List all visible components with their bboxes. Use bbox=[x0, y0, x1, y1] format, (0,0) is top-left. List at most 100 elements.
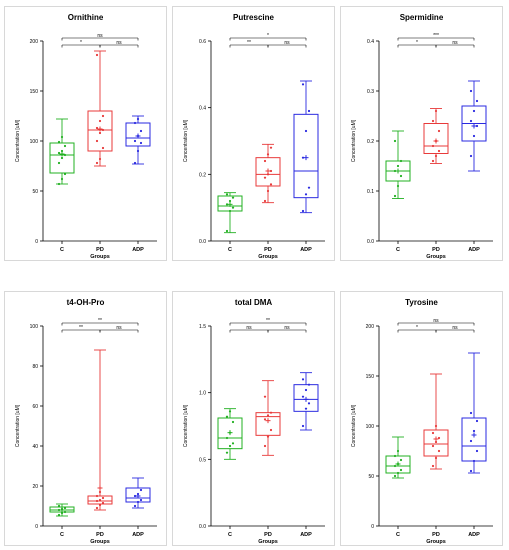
chart-svg: 0 50 100 150 200 Concentration [uM] C PD ADP Grou… bbox=[351, 318, 493, 545]
data-point bbox=[269, 428, 273, 432]
data-point bbox=[139, 129, 143, 133]
y-tick-label: 100 bbox=[30, 139, 39, 145]
box-group-adp bbox=[125, 115, 151, 165]
significance-label: ns bbox=[452, 40, 458, 46]
data-point bbox=[101, 496, 105, 500]
significance-bracket: ns bbox=[267, 325, 307, 333]
box bbox=[255, 157, 281, 187]
data-point bbox=[269, 411, 273, 414]
data-point bbox=[225, 229, 229, 233]
significance-label: ** bbox=[247, 40, 251, 46]
data-point bbox=[231, 206, 235, 209]
y-tick-label: 200 bbox=[30, 39, 39, 45]
data-point bbox=[228, 209, 232, 213]
significance-label: ** bbox=[98, 318, 102, 324]
data-point bbox=[263, 418, 267, 421]
x-tick-label: C bbox=[228, 247, 232, 253]
data-point bbox=[101, 128, 105, 132]
chart-title: Tyrosine bbox=[405, 298, 438, 307]
data-point bbox=[57, 504, 61, 508]
box-group-pd bbox=[255, 380, 281, 456]
data-point bbox=[393, 464, 397, 468]
data-point bbox=[57, 161, 61, 165]
data-point bbox=[98, 490, 102, 494]
data-point bbox=[269, 183, 273, 186]
x-tick-label: C bbox=[228, 532, 232, 538]
significance-label: ns bbox=[284, 325, 290, 331]
box bbox=[125, 122, 151, 147]
y-tick-label: 0.0 bbox=[199, 524, 206, 530]
box bbox=[423, 429, 449, 457]
data-point bbox=[434, 154, 438, 158]
data-point bbox=[263, 395, 267, 398]
data-point bbox=[475, 124, 479, 128]
data-point bbox=[475, 99, 479, 103]
data-point bbox=[437, 149, 441, 153]
y-tick-label: 150 bbox=[30, 89, 39, 95]
x-axis-label: Groups bbox=[426, 254, 446, 260]
box-group-adp bbox=[293, 80, 319, 214]
data-point bbox=[431, 431, 435, 435]
data-point bbox=[266, 414, 270, 417]
box-group-c bbox=[385, 130, 411, 199]
data-point bbox=[266, 435, 270, 438]
y-tick-label: 0.5 bbox=[199, 457, 206, 463]
data-point bbox=[396, 164, 400, 168]
significance-label: ns bbox=[284, 40, 290, 46]
y-tick-label: 80 bbox=[32, 364, 38, 370]
significance-bracket: * bbox=[397, 325, 437, 333]
data-point bbox=[431, 464, 435, 468]
x-axis-label: Groups bbox=[426, 539, 446, 545]
significance-bracket: ns bbox=[435, 40, 475, 48]
chart-svg: 0 50 100 150 200 Concentration [uM] C PD ADP Grou… bbox=[15, 33, 157, 260]
data-point bbox=[399, 174, 403, 178]
significance-bracket: ** bbox=[229, 40, 269, 48]
data-point bbox=[60, 135, 64, 139]
data-point bbox=[301, 395, 305, 398]
putrescine-panel: 0.0 0.2 0.4 0.6 Concentration [uM] C PD ADP Grou… bbox=[172, 6, 335, 261]
significance-label: * bbox=[80, 40, 82, 46]
data-point bbox=[57, 182, 61, 186]
significance-label: ns bbox=[116, 40, 122, 46]
chart-svg: 0.0 0.2 0.4 0.6 Concentration [uM] C PD ADP Grou… bbox=[183, 33, 325, 260]
data-point bbox=[434, 424, 438, 428]
chart-title: total DMA bbox=[234, 298, 273, 307]
data-point bbox=[101, 501, 105, 505]
data-point bbox=[95, 494, 99, 498]
y-axis-label: Concentration [uM] bbox=[183, 404, 189, 447]
box bbox=[49, 142, 75, 174]
box-group-c bbox=[217, 408, 243, 460]
chart-svg: 0 20 40 60 80 100 Concentration [uM] C PD ADP Grou… bbox=[15, 318, 157, 545]
box-group-c bbox=[49, 118, 75, 186]
data-point bbox=[60, 507, 64, 511]
data-point bbox=[101, 114, 105, 118]
data-point bbox=[393, 139, 397, 143]
y-tick-label: 0.6 bbox=[199, 39, 206, 45]
data-point bbox=[431, 119, 435, 123]
data-point bbox=[393, 474, 397, 478]
significance-bracket: ** bbox=[229, 318, 307, 326]
data-point bbox=[57, 151, 61, 155]
data-point bbox=[304, 193, 308, 196]
significance-label: ns bbox=[433, 318, 439, 324]
significance-bracket: *** bbox=[397, 33, 475, 41]
data-point bbox=[225, 436, 229, 440]
tyrosine-panel: 0 50 100 150 200 Concentration [uM] C PD ADP Grou… bbox=[340, 291, 503, 546]
box bbox=[255, 412, 281, 436]
data-point bbox=[399, 159, 403, 163]
data-point bbox=[307, 186, 311, 189]
data-point bbox=[57, 508, 61, 512]
data-point bbox=[263, 159, 267, 163]
data-point bbox=[472, 429, 476, 433]
x-axis-label: Groups bbox=[90, 539, 110, 545]
data-point bbox=[225, 415, 229, 418]
y-tick-label: 0 bbox=[371, 524, 374, 530]
data-point bbox=[396, 462, 400, 466]
data-point bbox=[57, 513, 61, 517]
data-point bbox=[269, 146, 273, 149]
x-tick-label: ADP bbox=[132, 532, 144, 538]
data-point bbox=[63, 144, 67, 148]
data-point bbox=[228, 431, 232, 434]
data-point bbox=[95, 126, 99, 130]
